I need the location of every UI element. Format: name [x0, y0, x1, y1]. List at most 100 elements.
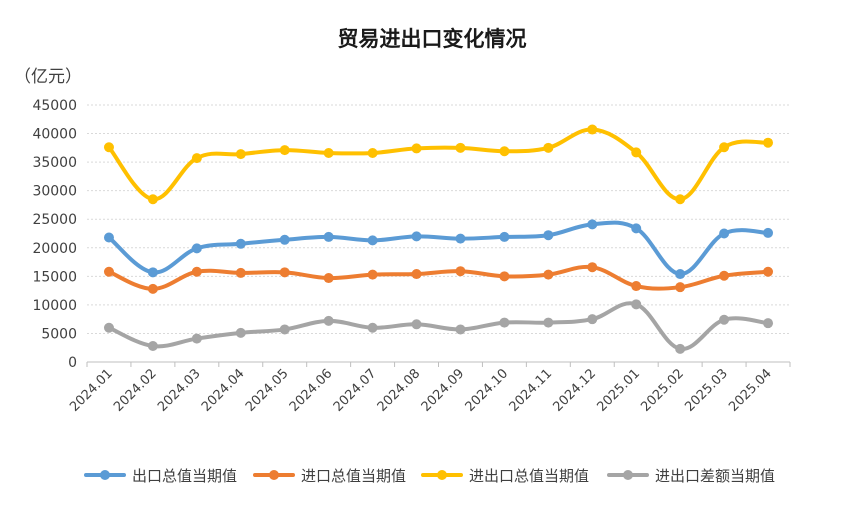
data-point	[719, 228, 730, 239]
data-point	[323, 147, 334, 158]
data-point	[323, 231, 334, 242]
data-point	[411, 269, 422, 280]
data-point	[103, 232, 114, 243]
data-point	[279, 324, 290, 335]
series-line	[106, 127, 771, 202]
x-tick-label: 2024.08	[375, 366, 424, 415]
data-point	[455, 233, 466, 244]
data-point	[719, 270, 730, 281]
y-tick-label: 15000	[32, 269, 77, 285]
x-tick-label: 2025.01	[594, 366, 643, 415]
data-point	[587, 124, 598, 135]
series-group	[103, 219, 774, 280]
axes: 0 5000 10000 15000 20000 25000 30000 35000 40000…	[32, 98, 791, 415]
data-point	[763, 266, 774, 277]
x-tick-label: 2024.11	[507, 366, 556, 415]
data-point	[367, 147, 378, 158]
data-point	[367, 322, 378, 333]
legend: 出口总值当期值 进口总值当期值 进出口总值当期值 进出口差额当期值	[84, 467, 775, 485]
x-tick-label: 2024.12	[550, 366, 599, 415]
series-line	[106, 220, 771, 277]
data-point	[763, 318, 774, 329]
x-tick-label: 2024.03	[155, 366, 204, 415]
series-line	[106, 301, 771, 351]
data-point	[719, 142, 730, 153]
gridlines	[87, 104, 790, 334]
legend-label: 进口总值当期值	[301, 467, 406, 485]
data-point	[191, 153, 202, 164]
x-tick-label: 2024.10	[463, 366, 512, 415]
data-point	[543, 230, 554, 241]
chart-title: 贸易进出口变化情况	[338, 27, 527, 51]
data-point	[499, 231, 510, 242]
data-point	[543, 269, 554, 280]
data-point	[411, 231, 422, 242]
data-point	[675, 343, 686, 354]
series-line	[106, 264, 771, 291]
x-tick-label: 2024.05	[243, 366, 292, 415]
data-point	[235, 238, 246, 249]
data-point	[631, 147, 642, 158]
data-point	[499, 317, 510, 328]
data-point	[675, 282, 686, 293]
data-point	[235, 327, 246, 338]
data-point	[411, 143, 422, 154]
x-tick-label: 2024.02	[111, 366, 160, 415]
legend-label: 出口总值当期值	[132, 467, 237, 485]
data-point	[763, 137, 774, 148]
data-point	[543, 142, 554, 153]
data-point	[191, 243, 202, 254]
data-point	[279, 145, 290, 156]
data-point	[719, 314, 730, 325]
series-group	[103, 299, 774, 354]
y-tick-label: 0	[68, 355, 77, 371]
x-tick-label: 2024.06	[287, 366, 336, 415]
y-tick-label: 10000	[32, 298, 77, 314]
x-tick-label: 2024.01	[67, 366, 116, 415]
data-point	[367, 235, 378, 246]
data-point	[323, 273, 334, 284]
legend-item: 进出口差额当期值	[607, 467, 775, 485]
data-point	[147, 194, 158, 205]
series-group	[103, 262, 774, 294]
legend-marker	[269, 470, 279, 480]
y-tick-label: 5000	[41, 326, 77, 342]
legend-marker	[623, 470, 633, 480]
data-point	[499, 146, 510, 157]
y-tick-label: 45000	[32, 98, 77, 114]
data-point	[235, 267, 246, 278]
legend-marker	[100, 470, 110, 480]
data-point	[279, 234, 290, 245]
x-tick-label: 2025.04	[726, 366, 775, 415]
data-point	[411, 319, 422, 330]
data-point	[147, 341, 158, 352]
data-point	[587, 219, 598, 230]
legend-item: 进口总值当期值	[253, 467, 406, 485]
data-point	[763, 227, 774, 238]
y-tick-label: 25000	[32, 212, 77, 228]
series-group	[103, 124, 774, 205]
data-point	[323, 315, 334, 326]
y-tick-label: 20000	[32, 241, 77, 257]
legend-item: 进出口总值当期值	[421, 467, 589, 485]
data-point	[543, 317, 554, 328]
x-tick-label: 2025.02	[638, 366, 687, 415]
data-point	[587, 262, 598, 273]
data-point	[631, 299, 642, 310]
data-point	[147, 283, 158, 294]
legend-label: 进出口差额当期值	[655, 467, 775, 485]
series-lines	[103, 124, 774, 354]
data-point	[455, 266, 466, 277]
data-point	[191, 333, 202, 344]
data-point	[103, 322, 114, 333]
data-point	[103, 142, 114, 153]
data-point	[103, 266, 114, 277]
x-tick-label: 2025.03	[682, 366, 731, 415]
data-point	[191, 266, 202, 277]
data-point	[587, 314, 598, 325]
data-point	[279, 267, 290, 278]
data-point	[631, 223, 642, 234]
data-point	[455, 142, 466, 153]
y-tick-label: 30000	[32, 184, 77, 200]
